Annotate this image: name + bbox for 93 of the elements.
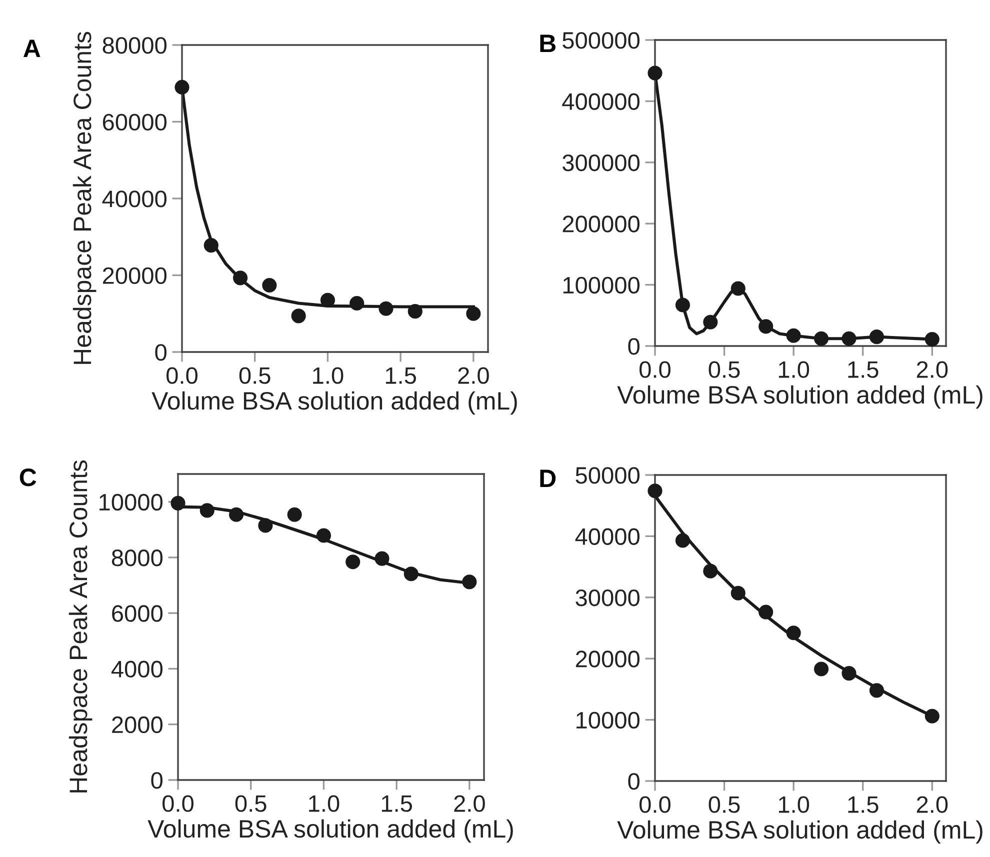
y-tick-label: 500000 — [562, 32, 640, 49]
point — [842, 331, 856, 346]
point — [462, 574, 477, 590]
y-tick-label: 0 — [628, 773, 640, 790]
x-tick-label: 1.5 — [386, 367, 416, 384]
point — [200, 503, 214, 518]
point — [730, 281, 746, 296]
point — [404, 566, 418, 582]
x-tick-label: 1.5 — [848, 796, 878, 813]
x-tick-label: 1.5 — [848, 361, 878, 378]
point — [648, 66, 662, 80]
y-tick-label: 300000 — [562, 154, 640, 172]
y-tick-label: 50000 — [576, 467, 640, 484]
y-tick-label: 200000 — [562, 216, 640, 232]
y-tick-label: 0 — [151, 772, 162, 789]
point — [262, 278, 277, 293]
x-tick-label: 2.0 — [458, 367, 489, 384]
point — [703, 564, 718, 578]
y-tick-label: 10000 — [576, 712, 640, 729]
x-tick-label: 2.0 — [454, 795, 485, 812]
point — [350, 296, 364, 311]
chart-title: B — [540, 34, 556, 52]
y-tick-label: 10000 — [100, 494, 162, 511]
y-tick-label: 60000 — [102, 114, 166, 131]
y-tick-label: 0 — [628, 338, 640, 355]
chart-title: A — [24, 40, 40, 57]
point — [730, 586, 746, 600]
x-tick-label: 0.5 — [239, 367, 270, 384]
point — [174, 80, 190, 94]
point — [648, 484, 662, 498]
y-tick-label: 0 — [155, 344, 166, 361]
point — [378, 301, 394, 316]
y-tick-label: 40000 — [102, 190, 166, 208]
point — [233, 270, 248, 286]
y-tick-label: 4000 — [111, 660, 162, 678]
x-tick-label: 1.0 — [309, 795, 340, 812]
x-axis-title: Volume BSA solution added (mL) — [148, 819, 513, 843]
y-tick-label: 8000 — [112, 550, 162, 566]
x-axis-title: Volume BSA solution added (mL) — [617, 385, 982, 409]
point — [814, 662, 829, 676]
point — [814, 331, 829, 346]
x-tick-label: 1.0 — [313, 367, 344, 384]
point — [320, 292, 335, 308]
x-tick-label: 0.0 — [166, 367, 198, 384]
point — [374, 551, 390, 566]
x-tick-label: 0.5 — [708, 796, 740, 813]
point — [758, 319, 774, 334]
x-tick-label: 0.5 — [708, 361, 740, 378]
x-tick-label: 0.0 — [640, 796, 670, 813]
y-tick-label: 40000 — [575, 528, 640, 545]
point — [786, 626, 801, 640]
point — [346, 554, 360, 570]
point — [786, 328, 801, 343]
point — [924, 332, 940, 347]
point — [408, 304, 422, 319]
point — [758, 604, 774, 620]
point — [258, 518, 273, 533]
point — [204, 238, 218, 253]
x-tick-label: 1.0 — [778, 796, 810, 813]
point — [170, 496, 186, 510]
y-axis-title: Headspace Peak Area Counts — [72, 32, 96, 364]
point — [291, 308, 306, 324]
point — [287, 507, 302, 522]
y-tick-label: 20000 — [102, 267, 166, 284]
y-tick-label: 100000 — [563, 276, 640, 294]
point — [842, 666, 856, 681]
y-tick-label: 30000 — [576, 589, 640, 606]
y-axis-title: Headspace Peak Area Counts — [68, 460, 92, 792]
x-tick-label: 2.0 — [916, 796, 948, 813]
chart-title: C — [20, 468, 36, 486]
point — [924, 708, 940, 724]
x-tick-label: 1.5 — [382, 795, 412, 812]
x-tick-label: 0.5 — [235, 795, 266, 812]
point — [675, 533, 690, 548]
x-axis-title: Volume BSA solution added (mL) — [152, 391, 517, 415]
x-axis-title: Volume BSA solution added (mL) — [617, 820, 982, 844]
y-tick-label: 80000 — [102, 37, 166, 54]
y-tick-label: 2000 — [112, 716, 162, 734]
point — [869, 330, 884, 344]
chart-title: D — [540, 470, 556, 487]
x-tick-label: 0.0 — [640, 361, 670, 378]
point — [229, 507, 244, 522]
point — [316, 528, 331, 543]
point — [869, 683, 884, 698]
y-tick-label: 6000 — [112, 605, 162, 622]
point — [703, 314, 718, 330]
y-tick-label: 400000 — [562, 93, 640, 110]
x-tick-label: 1.0 — [778, 361, 810, 378]
point — [466, 306, 481, 321]
x-tick-label: 0.0 — [162, 795, 194, 812]
x-tick-label: 2.0 — [916, 361, 948, 378]
y-tick-label: 20000 — [576, 650, 640, 668]
point — [675, 298, 690, 312]
